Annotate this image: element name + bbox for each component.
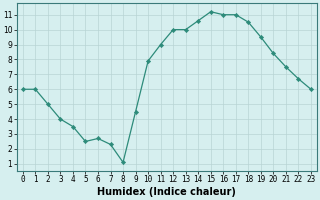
- X-axis label: Humidex (Indice chaleur): Humidex (Indice chaleur): [98, 187, 236, 197]
